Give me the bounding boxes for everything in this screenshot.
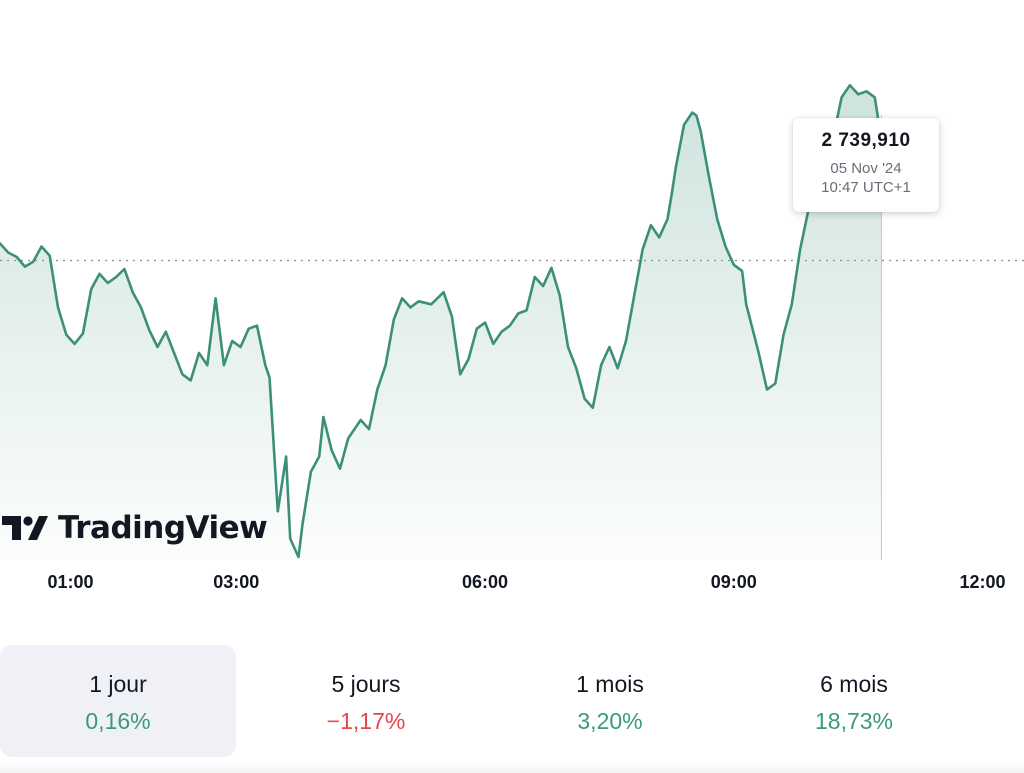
period-tab-6-months[interactable]: 6 mois 18,73% [732, 645, 976, 757]
x-tick-label: 06:00 [462, 572, 509, 592]
period-label: 1 jour [89, 671, 147, 697]
period-label: 5 jours [331, 671, 401, 697]
tooltip-price: 2 739,910 [821, 130, 911, 151]
period-change: 18,73% [814, 708, 893, 734]
x-tick-label: 01:00 [47, 572, 94, 592]
period-change: 0,16% [85, 708, 151, 734]
tooltip-time: 10:47 UTC+1 [821, 179, 911, 196]
period-label: 1 mois [576, 671, 644, 697]
period-selector: 1 jour 0,16% 5 jours −1,17% 1 mois 3,20%… [0, 645, 1024, 757]
period-label: 6 mois [820, 671, 888, 697]
x-tick-label: 09:00 [710, 572, 757, 592]
x-tick-label: 03:00 [213, 572, 260, 592]
period-tab-1-month[interactable]: 1 mois 3,20% [488, 645, 732, 757]
bottom-divider [0, 760, 1024, 773]
tooltip-date: 05 Nov '24 [830, 160, 902, 177]
tradingview-logo-icon [2, 516, 48, 540]
price-line [0, 83, 883, 559]
period-change: 3,20% [577, 708, 643, 734]
price-tooltip: 2 739,910 05 Nov '24 10:47 UTC+1 [793, 118, 939, 212]
price-chart[interactable] [0, 0, 1024, 565]
period-change: −1,17% [326, 708, 406, 734]
tradingview-logo[interactable]: TradingView [2, 510, 268, 546]
period-tab-5-days[interactable]: 5 jours −1,17% [244, 645, 488, 757]
price-area-fill [0, 85, 882, 560]
x-tick-label: 12:00 [959, 572, 1006, 592]
period-tab-1-day[interactable]: 1 jour 0,16% [0, 645, 236, 757]
logo-text: TradingView [58, 510, 268, 546]
